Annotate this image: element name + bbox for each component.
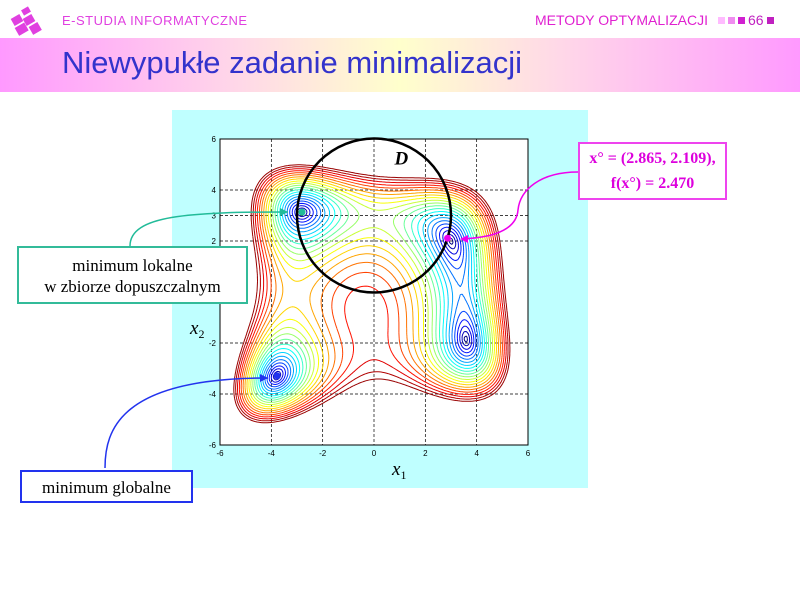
- global-arrowhead: [260, 374, 268, 382]
- y-tick-label: -4: [209, 390, 217, 399]
- square-icon: [766, 16, 774, 24]
- optimum-value: f(x°) = 2.470: [610, 175, 695, 192]
- page-number: 66: [748, 12, 764, 28]
- optimum-point: x° = (2.865, 2.109),: [589, 150, 716, 167]
- contour-line: [262, 195, 481, 392]
- y-axis-label: x2: [189, 318, 204, 341]
- page-indicator: 66: [718, 12, 774, 28]
- optimum-arrowhead: [460, 235, 468, 243]
- y-tick-label: -6: [209, 441, 217, 450]
- x-tick-label: -6: [216, 449, 224, 458]
- y-tick-label: 6: [212, 135, 217, 144]
- x-tick-label: 2: [423, 449, 428, 458]
- optimum-label: x° = (2.865, 2.109), f(x°) = 2.470: [578, 142, 727, 200]
- y-tick-label: 4: [212, 186, 217, 195]
- contour-line: [242, 174, 501, 414]
- set-label-D: D: [394, 149, 409, 170]
- minimum-point: [298, 208, 306, 216]
- contour-line: [237, 168, 507, 420]
- x-tick-label: 0: [372, 449, 377, 458]
- square-icon: [738, 16, 745, 24]
- title-band: [0, 38, 800, 92]
- optimum-arrow: [461, 171, 579, 240]
- contour-line: [240, 172, 503, 416]
- logo: [8, 6, 50, 36]
- x-tick-label: -2: [319, 449, 327, 458]
- contour-line: [235, 166, 509, 422]
- contour-line: [233, 164, 511, 424]
- local-label-line2: w zbiorze dopuszczalnym: [44, 277, 221, 296]
- square-icon: [728, 16, 735, 24]
- x-tick-label: 6: [526, 449, 531, 458]
- y-tick-label: -2: [209, 339, 217, 348]
- contour-line: [260, 193, 483, 395]
- logo-icon: [10, 6, 42, 36]
- feasible-set-circle: [295, 137, 453, 294]
- local-minimum-label: minimum lokalne w zbiorze dopuszczalnym: [17, 246, 248, 304]
- contour-line: [258, 191, 485, 397]
- slide-title: Niewypukłe zadanie minimalizacji: [62, 45, 523, 80]
- course-name: METODY OPTYMALIZACJI: [535, 12, 708, 28]
- minimum-point: [273, 372, 281, 380]
- square-icon: [718, 16, 725, 24]
- local-label-line1: minimum lokalne: [72, 256, 193, 275]
- contour-line: [264, 198, 479, 390]
- y-tick-label: 3: [212, 212, 217, 221]
- brand-name: E-STUDIA INFORMATYCZNE: [62, 13, 248, 28]
- global-arrow: [104, 377, 269, 469]
- global-minimum-label: minimum globalne: [20, 470, 193, 503]
- x-tick-label: 4: [474, 449, 479, 458]
- local-arrowhead: [280, 208, 288, 216]
- contour-line: [256, 189, 487, 399]
- contour-line: [246, 178, 498, 410]
- y-tick-label: 2: [212, 237, 217, 246]
- x-axis-label: x1: [391, 459, 406, 482]
- contour-line: [238, 170, 505, 418]
- x-tick-label: -4: [268, 449, 276, 458]
- contour-line: [244, 176, 499, 412]
- local-arrow: [129, 211, 289, 247]
- minimum-point: [444, 234, 452, 242]
